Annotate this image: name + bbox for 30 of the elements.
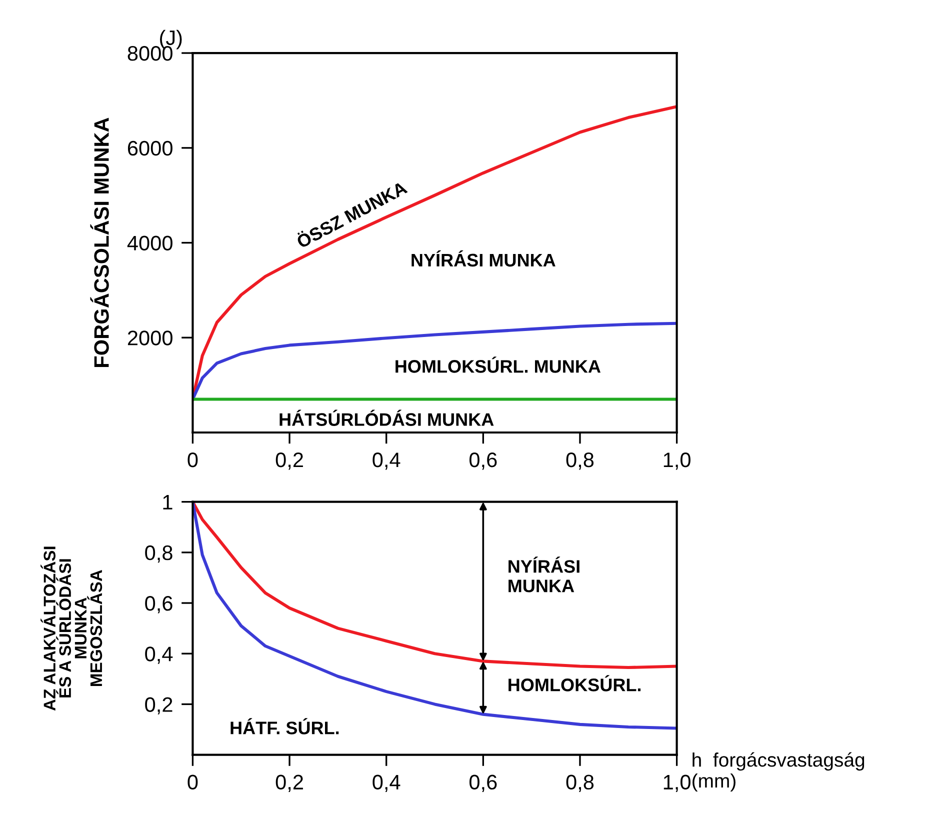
y-tick-label: 0,2 [145,697,172,714]
y-tick-label: 0,4 [145,646,173,664]
annotation: NYÍRÁSI MUNKA [508,556,580,592]
annotation: HOMLOKSÚRL. [508,675,641,692]
x-tick-label: 1,0 [664,774,690,792]
x-tick-label: 0,2 [276,452,303,470]
x-tick-label: 1,0 [664,452,690,470]
x-axis-title: h forgácsvastagság (mm) [692,752,864,792]
x-tick-label: 0,8 [566,452,594,470]
x-tick-label: 0 [188,774,198,790]
y-tick-label: 0,8 [145,545,172,563]
y-tick-label: 4000 [127,236,172,251]
y-axis-title: FORGÁCSOLÁSI MUNKA [90,118,109,367]
x-tick-label: 0,2 [276,774,303,792]
y-tick-label: 6000 [128,140,172,156]
y-axis-title: AZ ALAKVÁLTOZÁSI ÉS A SÚRLÓDÁSI MUNKA MEGOSZLÁSA [40,546,102,711]
line-series [192,322,677,401]
y-tick-label: 2000 [128,330,172,346]
x-tick-label: 0,4 [372,774,400,792]
x-tick-label: 0,6 [469,452,497,470]
annotation: HOMLOKSÚRL. MUNKA [396,356,601,373]
y-tick-label: 1 [163,495,172,510]
annotation: HÁTF. SÚRL. [230,718,339,734]
x-tick-label: 0,6 [469,774,497,792]
y-tick-label: 0,6 [145,596,172,614]
annotation: NYÍRÁSI MUNKA [412,250,556,267]
annotation: HÁTSÚRLÓDÁSI MUNKA [280,410,494,426]
x-tick-label: 0,8 [566,774,594,792]
x-tick-label: 0,4 [372,452,400,470]
x-tick-label: 0 [188,452,198,468]
